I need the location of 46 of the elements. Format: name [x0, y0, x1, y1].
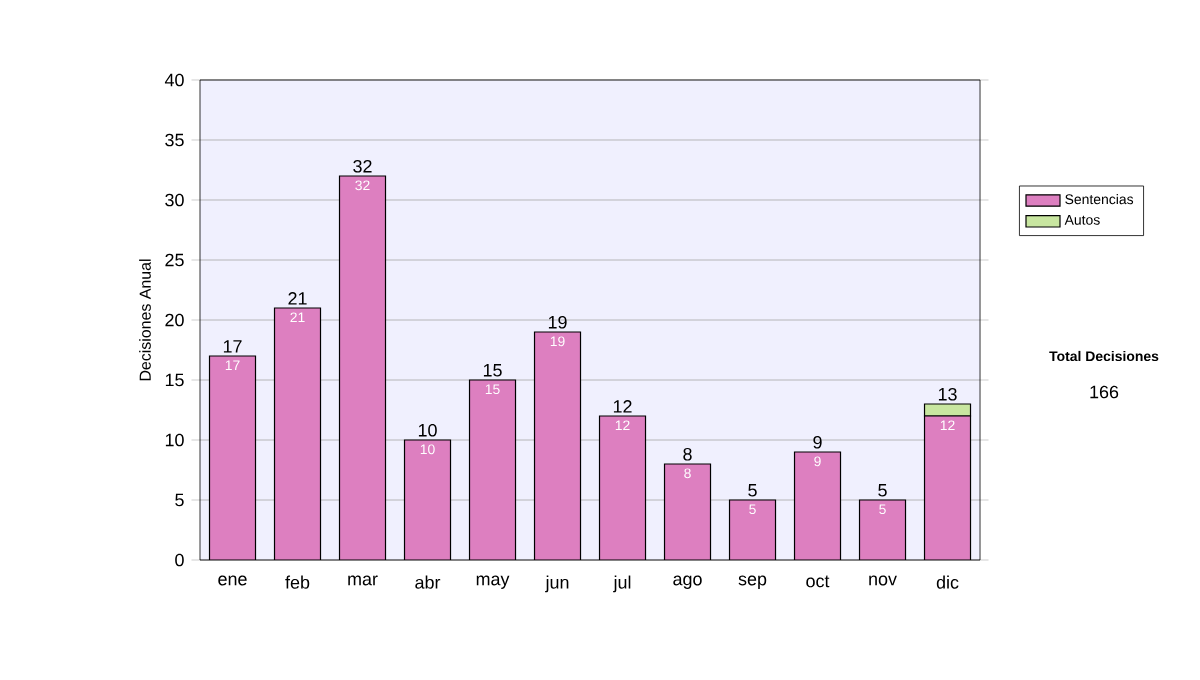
x-tick-label: oct — [806, 575, 830, 588]
x-tick-label: sep — [738, 575, 767, 589]
bar — [209, 356, 256, 560]
bar — [729, 500, 776, 560]
text: 166 — [1090, 385, 1119, 399]
total-label: 5 — [748, 484, 757, 497]
total-label: 17 — [223, 340, 242, 353]
total-label: 9 — [813, 435, 822, 449]
total-label: 19 — [548, 315, 567, 329]
y-tick-label: 10 — [165, 433, 184, 447]
bar — [339, 175, 386, 560]
bar — [664, 464, 711, 560]
bar — [534, 332, 581, 560]
y-tick-label: 5 — [175, 493, 184, 507]
total-label: 10 — [418, 423, 437, 437]
bar — [923, 415, 972, 560]
total-label: 13 — [938, 387, 957, 401]
total-label: 5 — [878, 484, 887, 497]
x-tick-label: ago — [673, 575, 702, 589]
total-label: 21 — [288, 292, 307, 305]
y-tick-label: 15 — [165, 373, 184, 387]
x-tick-label: nov — [869, 575, 897, 586]
y-tick-label: 25 — [165, 253, 184, 267]
total-label: 32 — [353, 159, 372, 173]
y-tick-label: 0 — [175, 553, 184, 567]
y-tick-label: 35 — [165, 133, 184, 147]
x-tick-label: dic — [936, 575, 959, 589]
total-label: 15 — [483, 364, 502, 377]
x-tick-label: jun — [545, 575, 569, 593]
x-tick-label: mar — [348, 575, 378, 586]
total-label: 12 — [613, 400, 632, 413]
y-tick-label: 40 — [164, 73, 184, 87]
bar — [274, 308, 321, 560]
y-tick-label: 30 — [165, 193, 184, 207]
x-tick-label: feb — [285, 575, 310, 589]
bar — [794, 452, 841, 560]
y-tick-label: 20 — [165, 313, 184, 327]
bar — [469, 380, 516, 560]
bar — [859, 500, 906, 560]
bar — [404, 440, 451, 560]
x-tick-label: may — [476, 575, 510, 589]
x-tick-label: jul — [613, 575, 631, 593]
x-tick-label: abr — [415, 575, 441, 589]
bar — [599, 416, 646, 560]
x-tick-label: ene — [218, 575, 247, 586]
total-label: 8 — [683, 447, 692, 461]
